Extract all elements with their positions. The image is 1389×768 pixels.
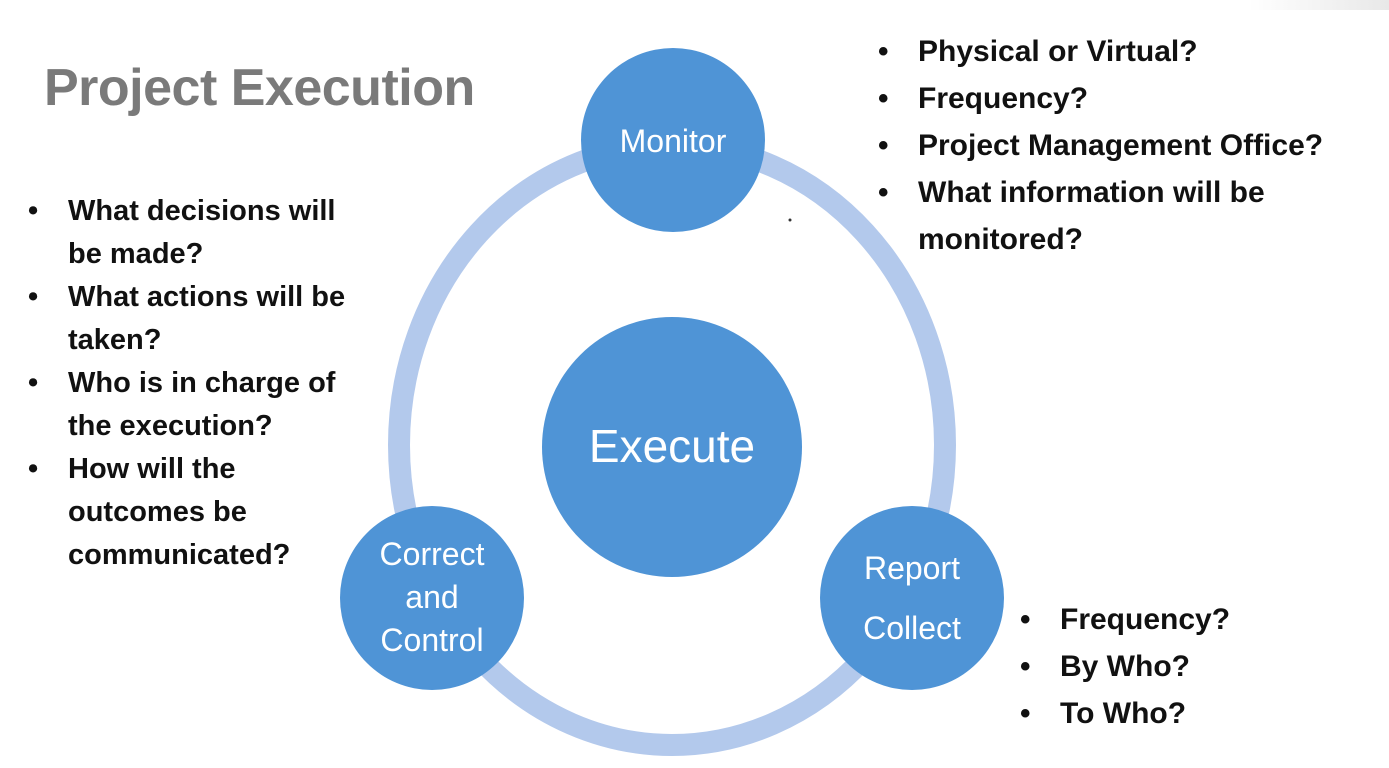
list-item: By Who? xyxy=(1012,643,1312,690)
collect-label: Collect xyxy=(863,610,961,646)
correct-control-node xyxy=(340,506,524,690)
execute-label: Execute xyxy=(589,420,755,472)
list-item: Physical or Virtual? xyxy=(870,28,1385,75)
execute-node xyxy=(542,317,802,577)
list-item: How will the outcomes be communicated? xyxy=(20,448,370,577)
list-item: Project Management Office? xyxy=(870,122,1385,169)
list-item: What information will be monitored? xyxy=(870,169,1385,263)
list-item: What decisions will be made? xyxy=(20,190,370,276)
monitor-questions-list: Physical or Virtual? Frequency? Project … xyxy=(870,28,1385,263)
list-item: Frequency? xyxy=(870,75,1385,122)
list-item: Frequency? xyxy=(1012,596,1312,643)
stray-dot xyxy=(788,218,792,222)
report-label: Report xyxy=(864,550,960,586)
execution-questions-list: What decisions will be made? What action… xyxy=(20,190,370,577)
corner-glare xyxy=(1249,0,1389,10)
list-item: Who is in charge of the execution? xyxy=(20,362,370,448)
monitor-label: Monitor xyxy=(620,123,727,159)
and-label: and xyxy=(405,579,458,615)
report-questions-list: Frequency? By Who? To Who? xyxy=(1012,596,1312,737)
list-item: What actions will be taken? xyxy=(20,276,370,362)
report-collect-node xyxy=(820,506,1004,690)
correct-label: Correct xyxy=(380,536,485,572)
slide-title: Project Execution xyxy=(44,59,475,117)
monitor-node xyxy=(581,48,765,232)
control-label: Control xyxy=(380,622,483,658)
list-item: To Who? xyxy=(1012,690,1312,737)
